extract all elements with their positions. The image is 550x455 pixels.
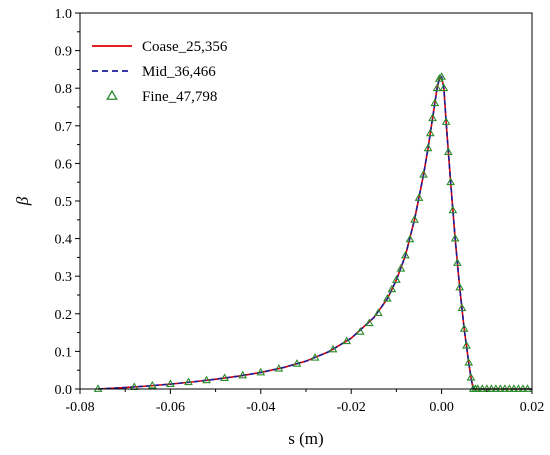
x-axis-title: s (m) xyxy=(288,429,323,448)
data-point xyxy=(495,384,505,392)
data-point xyxy=(328,344,338,353)
data-point xyxy=(373,308,383,316)
data-point xyxy=(432,83,442,92)
y-tick-label: 1.0 xyxy=(55,7,73,22)
legend: Coase_25,356 Mid_36,466 Fine_47,798 xyxy=(92,39,228,105)
data-point xyxy=(509,384,519,392)
data-point xyxy=(500,384,510,392)
data-point xyxy=(441,117,451,125)
data-point xyxy=(274,363,284,372)
legend-label: Coase_25,356 xyxy=(142,39,228,55)
data-point xyxy=(444,147,453,156)
data-point xyxy=(425,128,435,137)
axis-ticks: -0.08 -0.06 -0.04 -0.02 0.00 0.02 0.0 0.1 0.2 0.3… xyxy=(55,7,545,415)
legend-item: Mid_36,466 xyxy=(92,64,216,80)
data-point xyxy=(256,367,266,376)
data-point xyxy=(401,250,410,259)
x-tick-label: 0.02 xyxy=(520,400,545,415)
data-point xyxy=(419,169,428,178)
data-point xyxy=(453,258,462,266)
data-point xyxy=(382,294,392,302)
legend-label: Mid_36,466 xyxy=(142,64,216,80)
data-point xyxy=(423,143,433,152)
data-point xyxy=(523,384,532,392)
y-tick-label: 0.1 xyxy=(55,345,73,360)
data-point xyxy=(434,74,444,82)
data-point xyxy=(439,83,449,92)
y-tick-label: 0.0 xyxy=(55,383,73,398)
data-point xyxy=(310,353,320,361)
data-point xyxy=(410,215,419,223)
data-point xyxy=(430,98,440,107)
y-axis-title: β xyxy=(13,196,32,206)
data-point xyxy=(184,377,193,386)
data-point xyxy=(457,303,467,312)
data-point xyxy=(437,72,446,80)
data-point xyxy=(387,284,397,293)
data-point xyxy=(147,380,157,389)
x-tick-label: -0.06 xyxy=(156,400,185,415)
y-tick-label: 0.5 xyxy=(55,195,73,210)
data-point xyxy=(486,384,496,392)
data-point xyxy=(518,384,528,392)
data-point xyxy=(505,384,514,392)
data-point xyxy=(355,327,365,335)
y-tick-label: 0.2 xyxy=(55,308,73,323)
data-point xyxy=(473,384,483,392)
data-point xyxy=(455,282,465,291)
y-tick-label: 0.8 xyxy=(55,82,73,97)
legend-label: Fine_47,798 xyxy=(142,89,217,105)
data-point xyxy=(392,275,401,283)
data-point xyxy=(202,375,211,384)
data-point xyxy=(405,234,415,243)
data-point xyxy=(93,384,103,392)
data-point xyxy=(514,384,523,392)
data-point xyxy=(491,384,501,392)
y-tick-label: 0.3 xyxy=(55,270,73,285)
data-point xyxy=(466,373,476,381)
data-point xyxy=(428,113,437,122)
data-point xyxy=(238,370,248,379)
data-point xyxy=(462,341,471,349)
data-point xyxy=(446,177,456,186)
data-point xyxy=(220,373,230,381)
data-point xyxy=(166,379,175,388)
data-point xyxy=(477,384,487,392)
data-point xyxy=(448,205,458,214)
data-point xyxy=(292,359,302,367)
x-tick-label: -0.04 xyxy=(246,400,275,415)
legend-swatch xyxy=(106,89,118,100)
x-tick-label: 0.00 xyxy=(429,400,454,415)
data-point xyxy=(342,336,352,345)
x-tick-label: -0.02 xyxy=(337,400,366,415)
plot-area xyxy=(93,72,532,392)
data-point xyxy=(450,233,460,242)
data-point xyxy=(414,193,424,201)
x-tick-label: -0.08 xyxy=(65,400,94,415)
y-tick-label: 0.7 xyxy=(55,120,73,135)
data-point xyxy=(396,263,406,272)
y-tick-label: 0.4 xyxy=(55,233,73,248)
data-point xyxy=(459,324,469,332)
legend-item: Coase_25,356 xyxy=(92,39,228,55)
legend-item: Fine_47,798 xyxy=(106,89,217,105)
data-point xyxy=(364,318,374,327)
y-tick-label: 0.6 xyxy=(55,157,73,172)
series-Fine_47,798 xyxy=(93,72,532,392)
y-tick-label: 0.9 xyxy=(55,45,73,60)
data-point xyxy=(464,357,474,366)
